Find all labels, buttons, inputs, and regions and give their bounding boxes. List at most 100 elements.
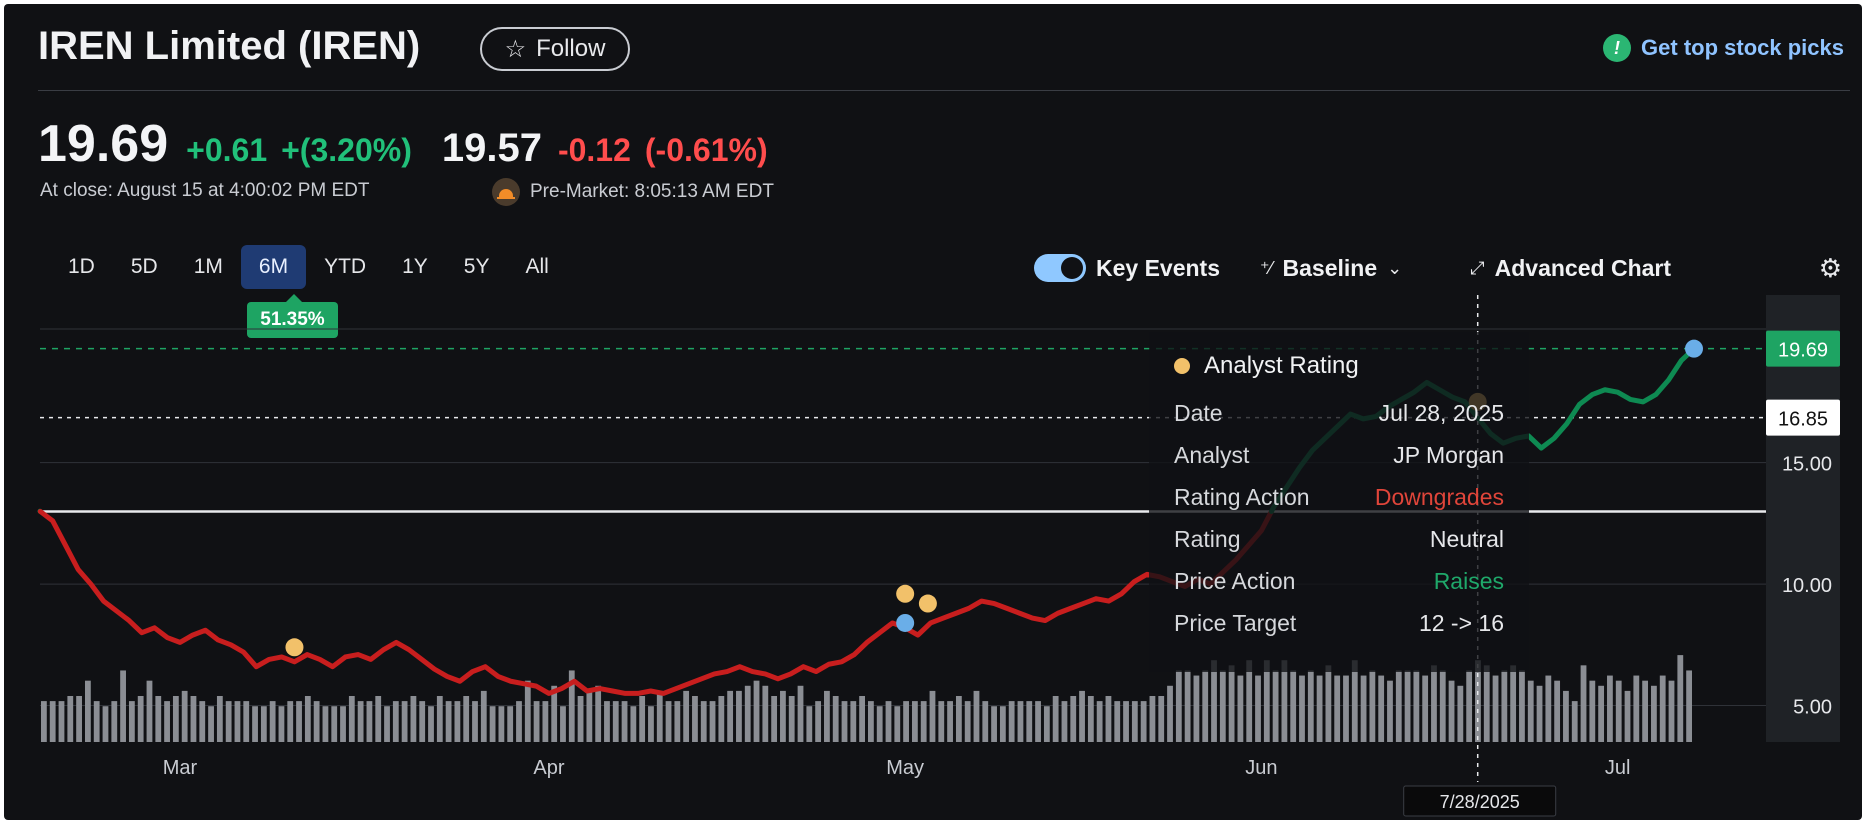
volume-bar bbox=[287, 701, 294, 742]
chart-settings-button[interactable]: ⚙ bbox=[1819, 253, 1842, 284]
volume-bar bbox=[419, 701, 426, 742]
volume-bar bbox=[1167, 685, 1173, 742]
volume-bar bbox=[1492, 675, 1499, 742]
star-icon: ☆ bbox=[504, 35, 527, 63]
volume-bar bbox=[322, 706, 329, 742]
range-selector: 1D 5D 1M 6M YTD 1Y 5Y All bbox=[50, 245, 567, 289]
advanced-chart-label: Advanced Chart bbox=[1494, 254, 1672, 281]
volume-bar bbox=[727, 690, 734, 742]
top-picks-link[interactable]: ! Get top stock picks bbox=[1603, 34, 1844, 62]
volume-bar bbox=[269, 701, 276, 742]
advanced-chart-link[interactable]: ⤢ Advanced Chart bbox=[1470, 255, 1671, 282]
volume-bar bbox=[1659, 675, 1666, 742]
y-tick-label: 15.00 bbox=[1782, 454, 1832, 476]
volume-bar bbox=[1624, 690, 1631, 742]
volume-bar bbox=[771, 696, 778, 742]
premarket-price: 19.57 bbox=[441, 126, 542, 170]
last-price-label: 19.69 bbox=[1778, 340, 1828, 362]
volume-bar bbox=[172, 696, 179, 742]
volume-bar bbox=[1325, 665, 1332, 742]
volume-bar bbox=[1439, 670, 1446, 742]
volume-bar bbox=[1598, 685, 1605, 742]
range-all[interactable]: All bbox=[525, 255, 549, 278]
close-timestamp: At close: August 15 at 4:00:02 PM EDT bbox=[40, 180, 370, 201]
price-change-pct: +(3.20%) bbox=[281, 132, 412, 168]
tooltip-heading: Analyst Rating bbox=[1204, 352, 1359, 379]
x-tick-label: Jun bbox=[1245, 757, 1277, 779]
chart-toolbar: Key Events ⁺⁄ Baseline ⌄ ⤢ Advanced Char… bbox=[1034, 248, 1842, 288]
range-1m[interactable]: 1M bbox=[193, 255, 223, 278]
gear-icon: ⚙ bbox=[1818, 252, 1842, 283]
volume-bar bbox=[366, 701, 373, 742]
volume-bar bbox=[1035, 701, 1041, 742]
volume-bar bbox=[674, 701, 681, 742]
volume-bar bbox=[472, 701, 478, 742]
follow-button[interactable]: ☆ Follow bbox=[480, 27, 630, 71]
volume-bar bbox=[1554, 680, 1561, 742]
volume-bar bbox=[709, 701, 716, 742]
volume-bar bbox=[1043, 706, 1050, 742]
premarket-note: Pre-Market: 8:05:13 AM EDT bbox=[530, 181, 774, 202]
tooltip-row-rating: Rating Neutral bbox=[1174, 525, 1504, 552]
volume-bar bbox=[824, 690, 830, 742]
range-5y[interactable]: 5Y bbox=[463, 255, 490, 278]
y-tick-label: 5.00 bbox=[1793, 697, 1832, 719]
volume-bar bbox=[1175, 670, 1182, 742]
volume-bar bbox=[1369, 670, 1376, 742]
volume-bar bbox=[146, 680, 153, 742]
volume-bar bbox=[533, 701, 540, 742]
volume-bar bbox=[1545, 675, 1552, 742]
x-tick-label: Apr bbox=[533, 757, 564, 779]
volume-bar bbox=[1158, 696, 1165, 742]
volume-bar bbox=[1351, 660, 1358, 742]
volume-bar bbox=[216, 696, 223, 742]
analyst-rating-dot-icon bbox=[1174, 358, 1190, 374]
volume-bar bbox=[832, 696, 839, 742]
volume-bar bbox=[1413, 670, 1420, 742]
volume-bar bbox=[1536, 685, 1543, 742]
volume-bar bbox=[1404, 670, 1411, 742]
expand-icon: ⤢ bbox=[1470, 257, 1485, 278]
volume-bar bbox=[1096, 701, 1103, 742]
volume-bar bbox=[1422, 675, 1429, 742]
range-1d[interactable]: 1D bbox=[68, 255, 95, 278]
range-5d[interactable]: 5D bbox=[130, 255, 158, 278]
tooltip-row-rating-action: Rating Action Downgrades bbox=[1174, 483, 1504, 510]
volume-bar bbox=[1202, 670, 1209, 742]
volume-bar bbox=[964, 701, 971, 742]
tooltip-row-analyst: Analyst JP Morgan bbox=[1174, 441, 1504, 468]
volume-bar bbox=[410, 696, 417, 742]
volume-bar bbox=[1563, 690, 1569, 742]
range-6m[interactable]: 6M bbox=[240, 245, 307, 289]
volume-bar bbox=[560, 706, 566, 742]
volume-bar bbox=[128, 701, 135, 742]
analyst-event-dot bbox=[896, 584, 915, 603]
baseline-dropdown[interactable]: ⁺⁄ Baseline ⌄ bbox=[1260, 255, 1402, 282]
price-chart[interactable]: 5.0010.0015.00MarAprMayJunJulAug19.6916.… bbox=[4, 4, 1862, 820]
volume-bar bbox=[577, 696, 584, 742]
top-picks-label: Get top stock picks bbox=[1641, 35, 1844, 60]
range-ytd[interactable]: YTD bbox=[324, 255, 367, 278]
tooltip-row-date: Date Jul 28, 2025 bbox=[1174, 399, 1504, 426]
volume-bar bbox=[357, 701, 364, 742]
volume-bar bbox=[1184, 670, 1191, 742]
volume-bar bbox=[41, 701, 47, 742]
volume-bar bbox=[199, 701, 206, 742]
volume-bar bbox=[982, 701, 989, 742]
toggle-switch[interactable] bbox=[1034, 254, 1086, 282]
volume-bar bbox=[955, 696, 962, 742]
crosshair-price-tag bbox=[1766, 399, 1840, 436]
volume-bar bbox=[1140, 701, 1147, 742]
last-price: 19.69 bbox=[38, 115, 169, 173]
crosshair-price-label: 16.85 bbox=[1778, 409, 1828, 431]
volume-bar bbox=[1307, 670, 1314, 742]
volume-bar bbox=[1607, 675, 1613, 742]
key-events-toggle[interactable]: Key Events bbox=[1034, 254, 1220, 282]
volume-bar bbox=[516, 701, 522, 742]
volume-bar bbox=[1114, 701, 1121, 742]
volume-bar bbox=[480, 690, 487, 742]
range-1y[interactable]: 1Y bbox=[402, 255, 428, 278]
volume-bar bbox=[84, 680, 91, 742]
volume-bar bbox=[340, 706, 346, 742]
volume-bar bbox=[876, 706, 883, 742]
